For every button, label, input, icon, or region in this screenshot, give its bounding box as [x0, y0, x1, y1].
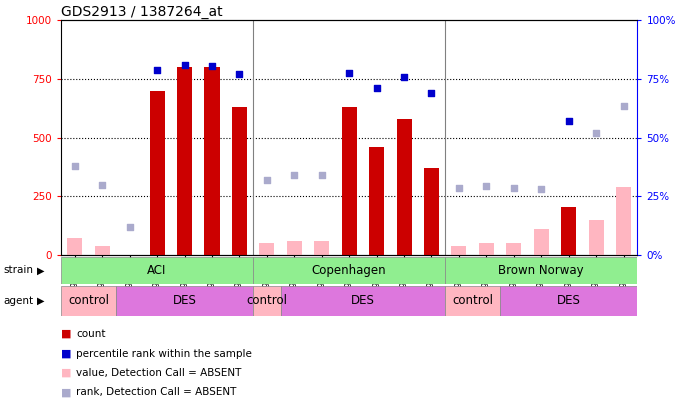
Bar — [445, 286, 500, 316]
Bar — [253, 257, 445, 284]
Bar — [116, 286, 253, 316]
Point — [179, 62, 190, 68]
Point — [97, 181, 108, 188]
Bar — [61, 286, 116, 316]
Point — [591, 130, 601, 136]
Bar — [479, 243, 494, 255]
Bar — [287, 241, 302, 255]
Text: ACI: ACI — [147, 264, 167, 277]
Bar — [314, 241, 330, 255]
Text: control: control — [246, 294, 287, 307]
Point — [426, 90, 437, 96]
Bar — [561, 207, 576, 255]
Bar — [150, 91, 165, 255]
Text: percentile rank within the sample: percentile rank within the sample — [76, 349, 252, 358]
Bar — [232, 107, 247, 255]
Bar — [397, 119, 412, 255]
Text: DES: DES — [173, 294, 197, 307]
Point — [289, 172, 300, 179]
Bar — [253, 286, 281, 316]
Point — [152, 66, 163, 73]
Text: DES: DES — [351, 294, 375, 307]
Point — [234, 71, 245, 77]
Point — [207, 63, 218, 69]
Bar — [589, 220, 603, 255]
Text: ■: ■ — [61, 388, 71, 397]
Text: control: control — [452, 294, 493, 307]
Bar — [342, 107, 357, 255]
Bar — [281, 286, 445, 316]
Bar — [369, 147, 384, 255]
Bar — [506, 243, 521, 255]
Text: value, Detection Call = ABSENT: value, Detection Call = ABSENT — [76, 368, 241, 378]
Bar — [424, 168, 439, 255]
Text: Copenhagen: Copenhagen — [312, 264, 386, 277]
Text: DES: DES — [557, 294, 580, 307]
Point — [508, 185, 519, 192]
Point — [399, 73, 410, 80]
Bar — [534, 229, 549, 255]
Bar — [67, 237, 82, 255]
Point — [481, 183, 492, 189]
Point — [454, 185, 464, 192]
Text: ▶: ▶ — [37, 296, 45, 306]
Text: count: count — [76, 329, 106, 339]
Point — [563, 118, 574, 124]
Point — [618, 103, 629, 109]
Point — [371, 85, 382, 92]
Bar — [616, 187, 631, 255]
Bar — [500, 286, 637, 316]
Bar — [61, 257, 253, 284]
Text: control: control — [68, 294, 109, 307]
Text: ■: ■ — [61, 368, 71, 378]
Bar — [95, 246, 110, 255]
Point — [317, 172, 327, 179]
Text: rank, Detection Call = ABSENT: rank, Detection Call = ABSENT — [76, 388, 237, 397]
Point — [536, 186, 546, 193]
Point — [262, 177, 273, 183]
Text: Brown Norway: Brown Norway — [498, 264, 584, 277]
Text: strain: strain — [3, 265, 33, 275]
Point — [344, 70, 355, 77]
Bar — [204, 67, 220, 255]
Text: agent: agent — [3, 296, 33, 306]
Bar — [445, 257, 637, 284]
Point — [69, 163, 80, 169]
Bar — [259, 243, 275, 255]
Text: ■: ■ — [61, 329, 71, 339]
Bar — [452, 246, 466, 255]
Text: ■: ■ — [61, 349, 71, 358]
Bar — [177, 67, 192, 255]
Text: ▶: ▶ — [37, 265, 45, 275]
Point — [124, 224, 135, 230]
Text: GDS2913 / 1387264_at: GDS2913 / 1387264_at — [61, 5, 222, 19]
